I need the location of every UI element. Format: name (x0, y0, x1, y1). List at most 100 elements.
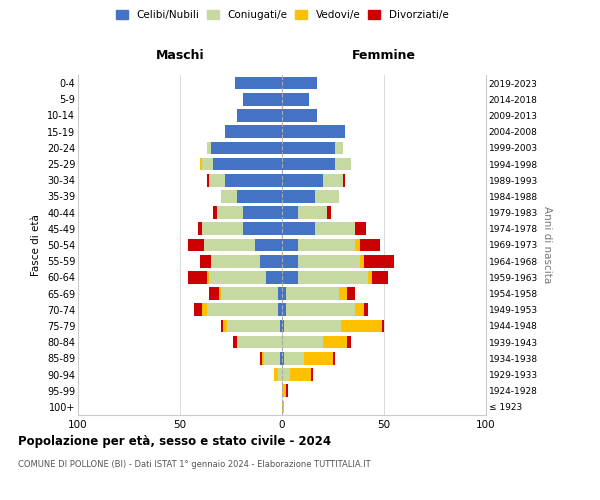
Bar (237, 109, 282, 122)
Bar (212, 158, 282, 170)
Bar (282, 288, 286, 300)
Text: Maschi: Maschi (155, 49, 205, 62)
Bar (284, 320, 341, 332)
Bar (364, 304, 368, 316)
Bar (323, 336, 347, 348)
Bar (282, 158, 335, 170)
Bar (347, 288, 355, 300)
Bar (199, 222, 202, 235)
Bar (225, 126, 282, 138)
Bar (333, 352, 335, 364)
Bar (209, 288, 219, 300)
Bar (278, 368, 282, 381)
Bar (221, 320, 223, 332)
Bar (221, 190, 237, 202)
Bar (282, 384, 286, 397)
Bar (282, 126, 345, 138)
Bar (243, 93, 282, 106)
Bar (368, 271, 372, 283)
Bar (282, 77, 317, 90)
Bar (355, 304, 364, 316)
Legend: Celibi/Nubili, Coniugati/e, Vedovi/e, Divorziati/e: Celibi/Nubili, Coniugati/e, Vedovi/e, Di… (116, 10, 448, 20)
Bar (339, 288, 347, 300)
Bar (282, 304, 286, 316)
Bar (260, 352, 262, 364)
Bar (200, 255, 211, 268)
Bar (282, 238, 298, 252)
Bar (314, 222, 355, 235)
Text: Popolazione per età, sesso e stato civile - 2024: Popolazione per età, sesso e stato civil… (18, 435, 331, 448)
Bar (282, 142, 335, 154)
Bar (282, 255, 298, 268)
Y-axis label: Anni di nascita: Anni di nascita (542, 206, 552, 284)
Bar (262, 352, 263, 364)
Bar (206, 271, 209, 283)
Bar (282, 174, 323, 186)
Bar (282, 271, 298, 283)
Bar (355, 238, 359, 252)
Bar (209, 174, 225, 186)
Bar (278, 288, 282, 300)
Bar (282, 352, 284, 364)
Bar (282, 368, 290, 381)
Bar (364, 255, 394, 268)
Bar (282, 206, 298, 219)
Bar (282, 222, 314, 235)
Bar (266, 271, 282, 283)
Bar (243, 222, 282, 235)
Bar (372, 271, 388, 283)
Bar (284, 352, 304, 364)
Bar (219, 288, 221, 300)
Bar (343, 174, 345, 186)
Bar (188, 238, 205, 252)
Bar (298, 206, 327, 219)
Bar (194, 304, 202, 316)
Bar (237, 190, 282, 202)
Text: Femmine: Femmine (352, 49, 416, 62)
Bar (263, 352, 280, 364)
Bar (223, 320, 227, 332)
Bar (335, 158, 352, 170)
Bar (355, 222, 365, 235)
Bar (304, 352, 333, 364)
Bar (335, 142, 343, 154)
Bar (200, 158, 202, 170)
Bar (282, 320, 284, 332)
Bar (206, 174, 209, 186)
Bar (382, 320, 384, 332)
Bar (280, 320, 282, 332)
Text: COMUNE DI POLLONE (BI) - Dati ISTAT 1° gennaio 2024 - Elaborazione TUTTITALIA.IT: COMUNE DI POLLONE (BI) - Dati ISTAT 1° g… (18, 460, 371, 469)
Bar (227, 320, 280, 332)
Bar (217, 206, 243, 219)
Bar (282, 336, 323, 348)
Bar (298, 271, 368, 283)
Bar (202, 222, 243, 235)
Bar (282, 190, 314, 202)
Bar (347, 336, 352, 348)
Bar (243, 206, 282, 219)
Bar (202, 304, 206, 316)
Bar (206, 142, 211, 154)
Bar (225, 174, 282, 186)
Bar (237, 336, 282, 348)
Bar (205, 238, 256, 252)
Bar (282, 93, 308, 106)
Bar (274, 368, 278, 381)
Bar (286, 288, 339, 300)
Bar (188, 271, 206, 283)
Bar (256, 238, 282, 252)
Bar (314, 190, 339, 202)
Bar (211, 142, 282, 154)
Bar (323, 174, 343, 186)
Bar (327, 206, 331, 219)
Bar (211, 255, 260, 268)
Bar (298, 238, 355, 252)
Bar (209, 271, 266, 283)
Bar (286, 384, 288, 397)
Bar (286, 304, 355, 316)
Bar (235, 77, 282, 90)
Bar (221, 288, 278, 300)
Bar (278, 304, 282, 316)
Bar (290, 368, 311, 381)
Bar (212, 206, 217, 219)
